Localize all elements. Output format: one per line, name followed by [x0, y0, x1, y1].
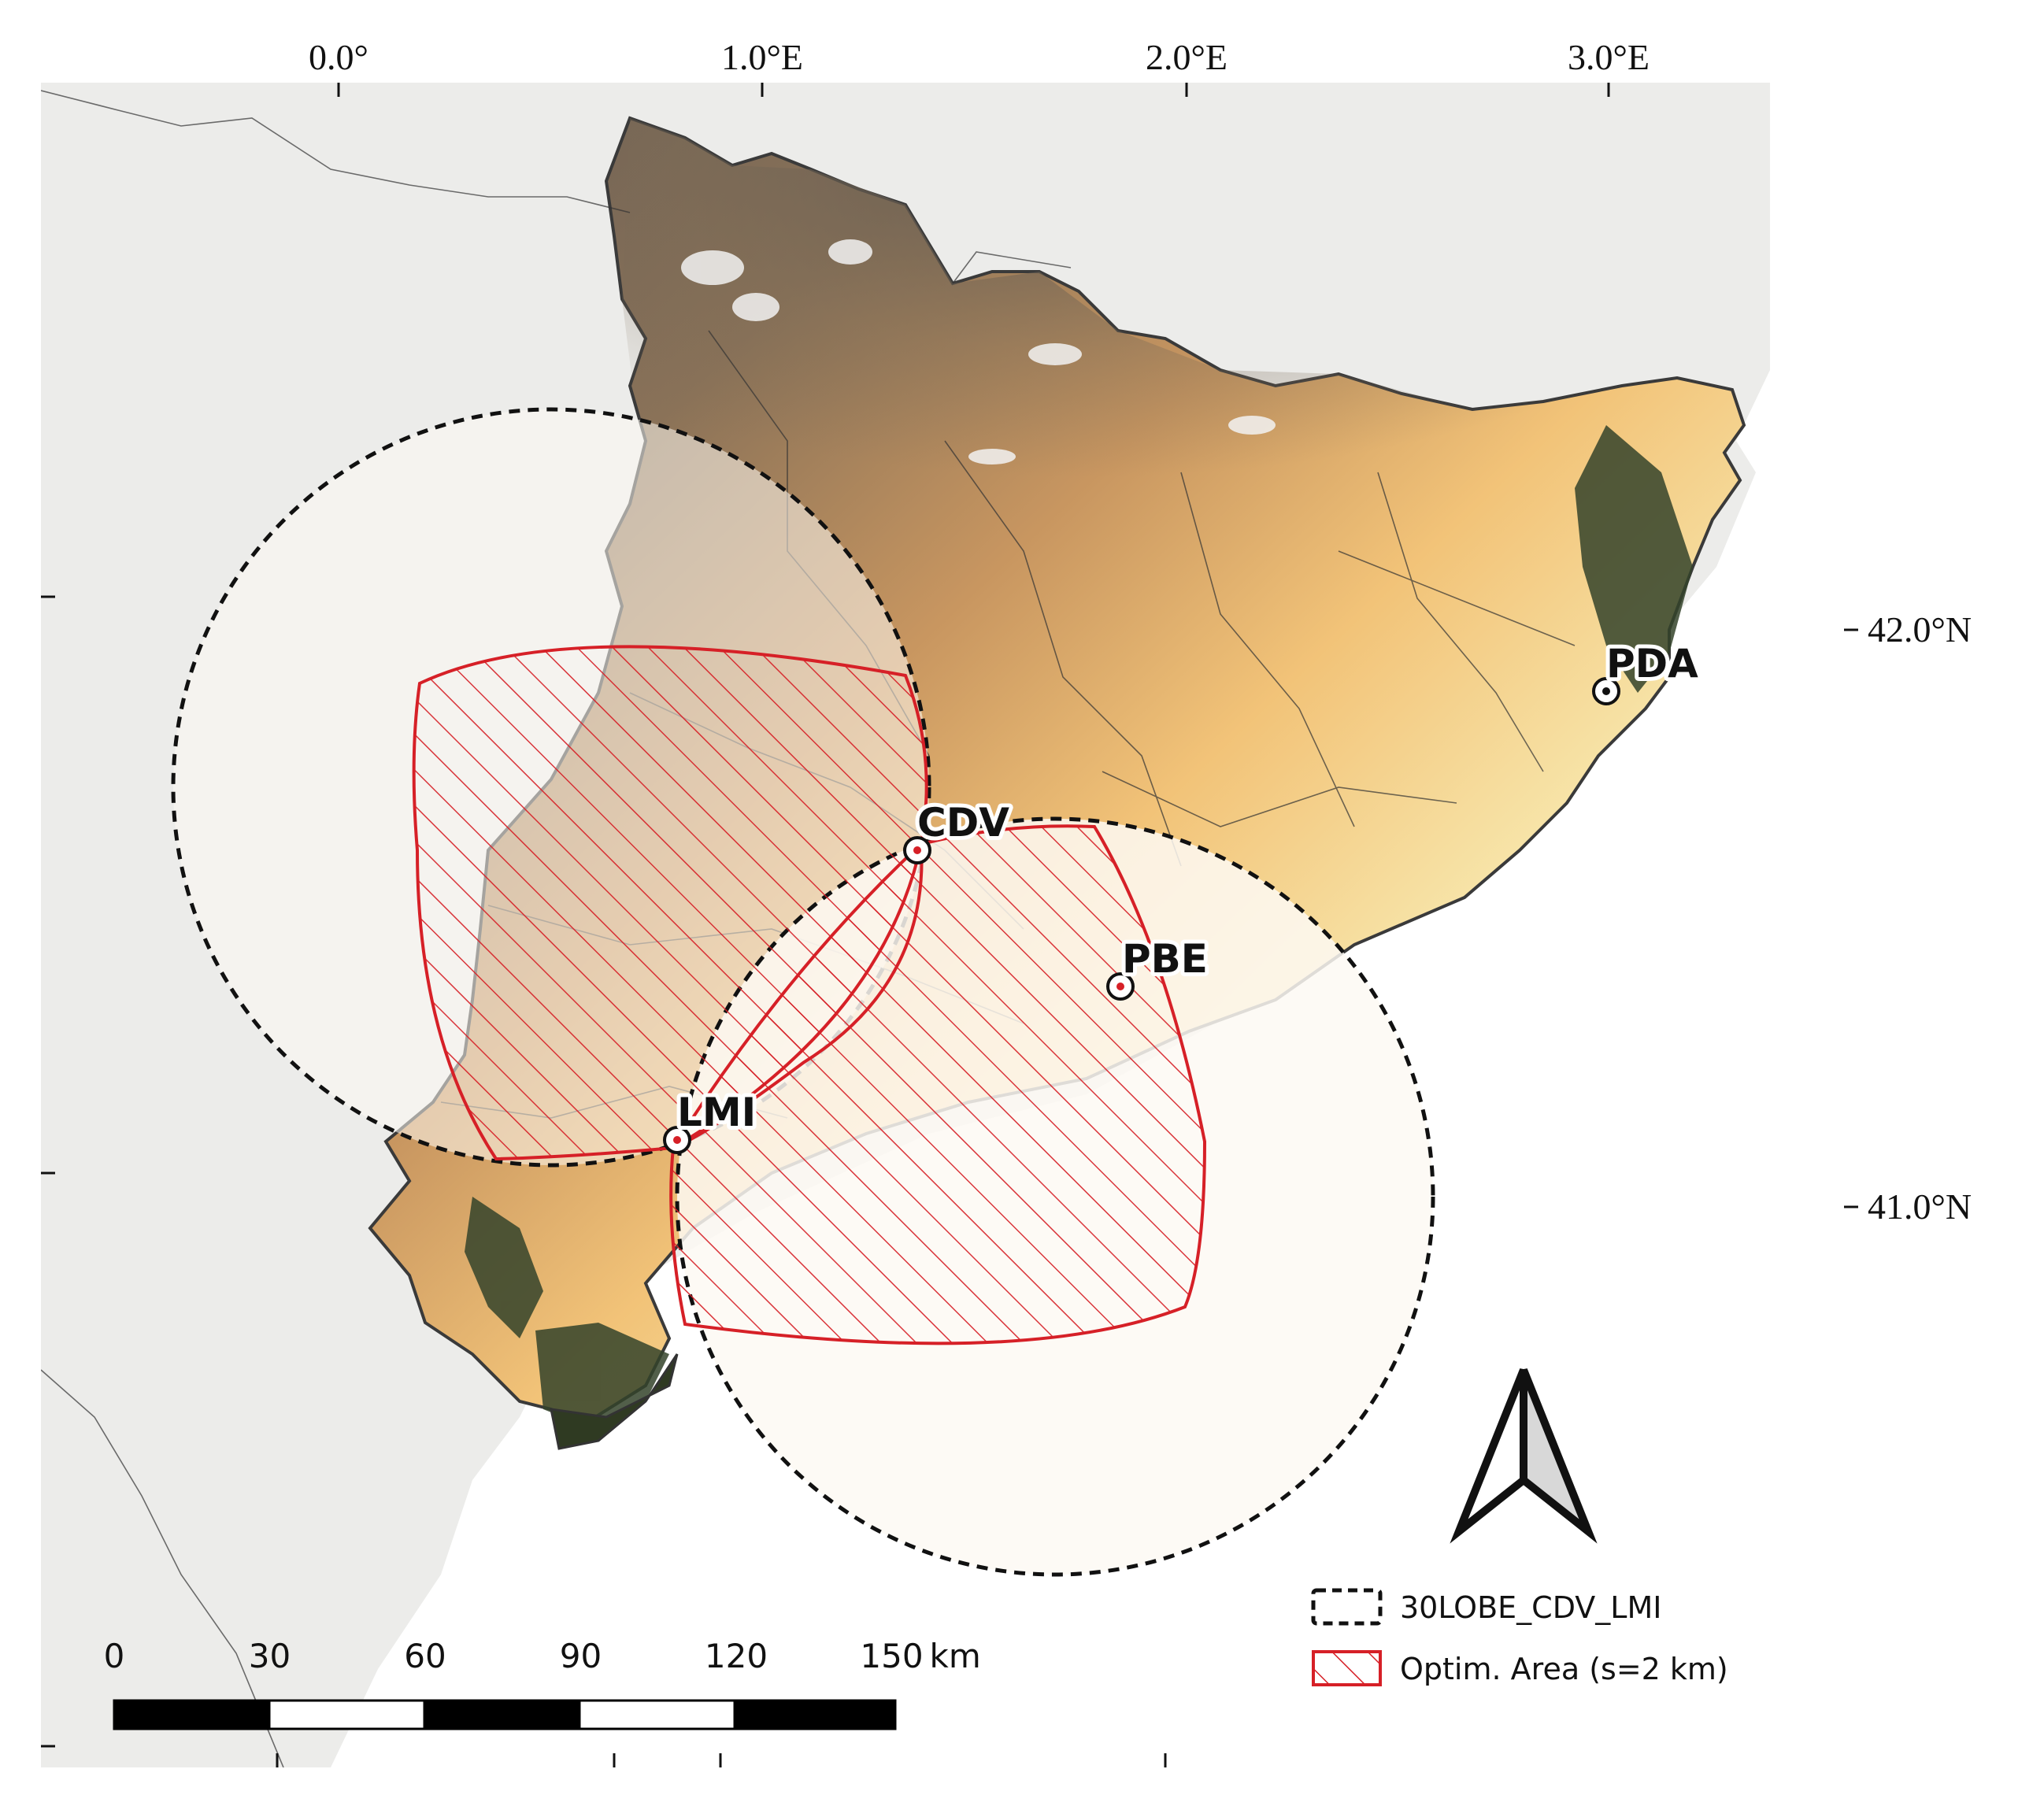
scale-label-0: 0: [104, 1637, 125, 1675]
north-arrow-icon: [1450, 1368, 1598, 1544]
station-label-lmi: LMI: [677, 1090, 756, 1135]
snow-peaks: [681, 239, 1276, 464]
map-frame: [41, 83, 1770, 1767]
legend: 30LOBE_CDV_LMI Optim. Area (s=2 km): [1311, 1588, 1728, 1686]
lon-tick-1: 1.0°E: [721, 37, 803, 77]
legend-item-optim-area: Optim. Area (s=2 km): [1312, 1650, 1728, 1686]
scale-bar: 0 30 60 90 120 150 km: [104, 1637, 981, 1730]
stations: PDA CDV PBE LMI: [663, 637, 1702, 1154]
optim-area: [412, 645, 1207, 1345]
scale-label-2: 60: [404, 1637, 446, 1675]
lon-tick-2: 2.0°E: [1146, 37, 1228, 77]
station-label-cdv: CDV: [917, 800, 1009, 846]
scale-label-3: 90: [560, 1637, 602, 1675]
optim-area-east: [669, 824, 1207, 1345]
scale-unit: km: [930, 1637, 981, 1675]
pyrenees-shading: [622, 118, 1653, 567]
station-label-pda: PDA: [1606, 641, 1698, 687]
ebro-delta: [550, 1353, 679, 1450]
lat-tick-0: 42.0°N: [1868, 609, 1972, 650]
station-lmi[interactable]: LMI: [663, 1086, 760, 1154]
legend-item-lobe: 30LOBE_CDV_LMI: [1311, 1588, 1661, 1626]
lat-tick-1: 41.0°N: [1868, 1186, 1972, 1227]
scale-label-1: 30: [249, 1637, 291, 1675]
scale-label-4: 120: [705, 1637, 768, 1675]
station-pda[interactable]: PDA: [1592, 637, 1702, 705]
coastal-lowlands: [465, 425, 1693, 1425]
latitude-axis: 42.0°N 41.0°N: [41, 595, 1972, 1767]
legend-label-lobe: 30LOBE_CDV_LMI: [1400, 1590, 1661, 1625]
station-label-pbe: PBE: [1122, 936, 1208, 982]
lon-tick-3: 3.0°E: [1568, 37, 1650, 77]
legend-label-optim-area: Optim. Area (s=2 km): [1400, 1652, 1728, 1686]
lon-tick-0: 0.0°: [309, 37, 368, 77]
station-pbe[interactable]: PBE: [1106, 932, 1212, 1001]
station-cdv[interactable]: CDV: [903, 796, 1013, 864]
scale-label-5: 150: [860, 1637, 923, 1675]
longitude-axis: 0.0° 1.0°E 2.0°E 3.0°E: [309, 37, 1650, 97]
mediterranean-sea: [331, 370, 1770, 1767]
optim-area-overlap: [672, 843, 924, 1149]
